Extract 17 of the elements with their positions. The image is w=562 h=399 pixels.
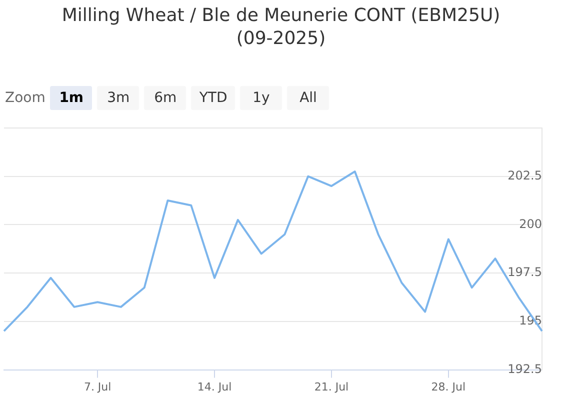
text: 1y <box>240 86 282 110</box>
text: All <box>287 86 330 110</box>
x-tick-label: 21. Jul <box>314 380 349 394</box>
x-tick-label: 28. Jul <box>431 380 466 394</box>
y-tick-label: 197.5 <box>508 265 542 280</box>
text: Zoom <box>5 90 46 106</box>
y-tick-label: 192.5 <box>508 362 542 376</box>
text: 3m <box>97 86 140 110</box>
text: 1m <box>50 86 92 110</box>
chart-title: Milling Wheat / Ble de Meunerie CONT (EBM25U) <box>60 4 502 27</box>
y-tick-label: 200 <box>519 216 542 231</box>
text: YTD <box>191 86 236 110</box>
x-tick-label: 14. Jul <box>197 380 232 394</box>
text: 6m <box>144 86 186 110</box>
x-tick-label: 7. Jul <box>84 380 112 394</box>
y-tick-label: 202.5 <box>508 168 542 182</box>
chart-subtitle: (09-2025) <box>235 27 327 50</box>
